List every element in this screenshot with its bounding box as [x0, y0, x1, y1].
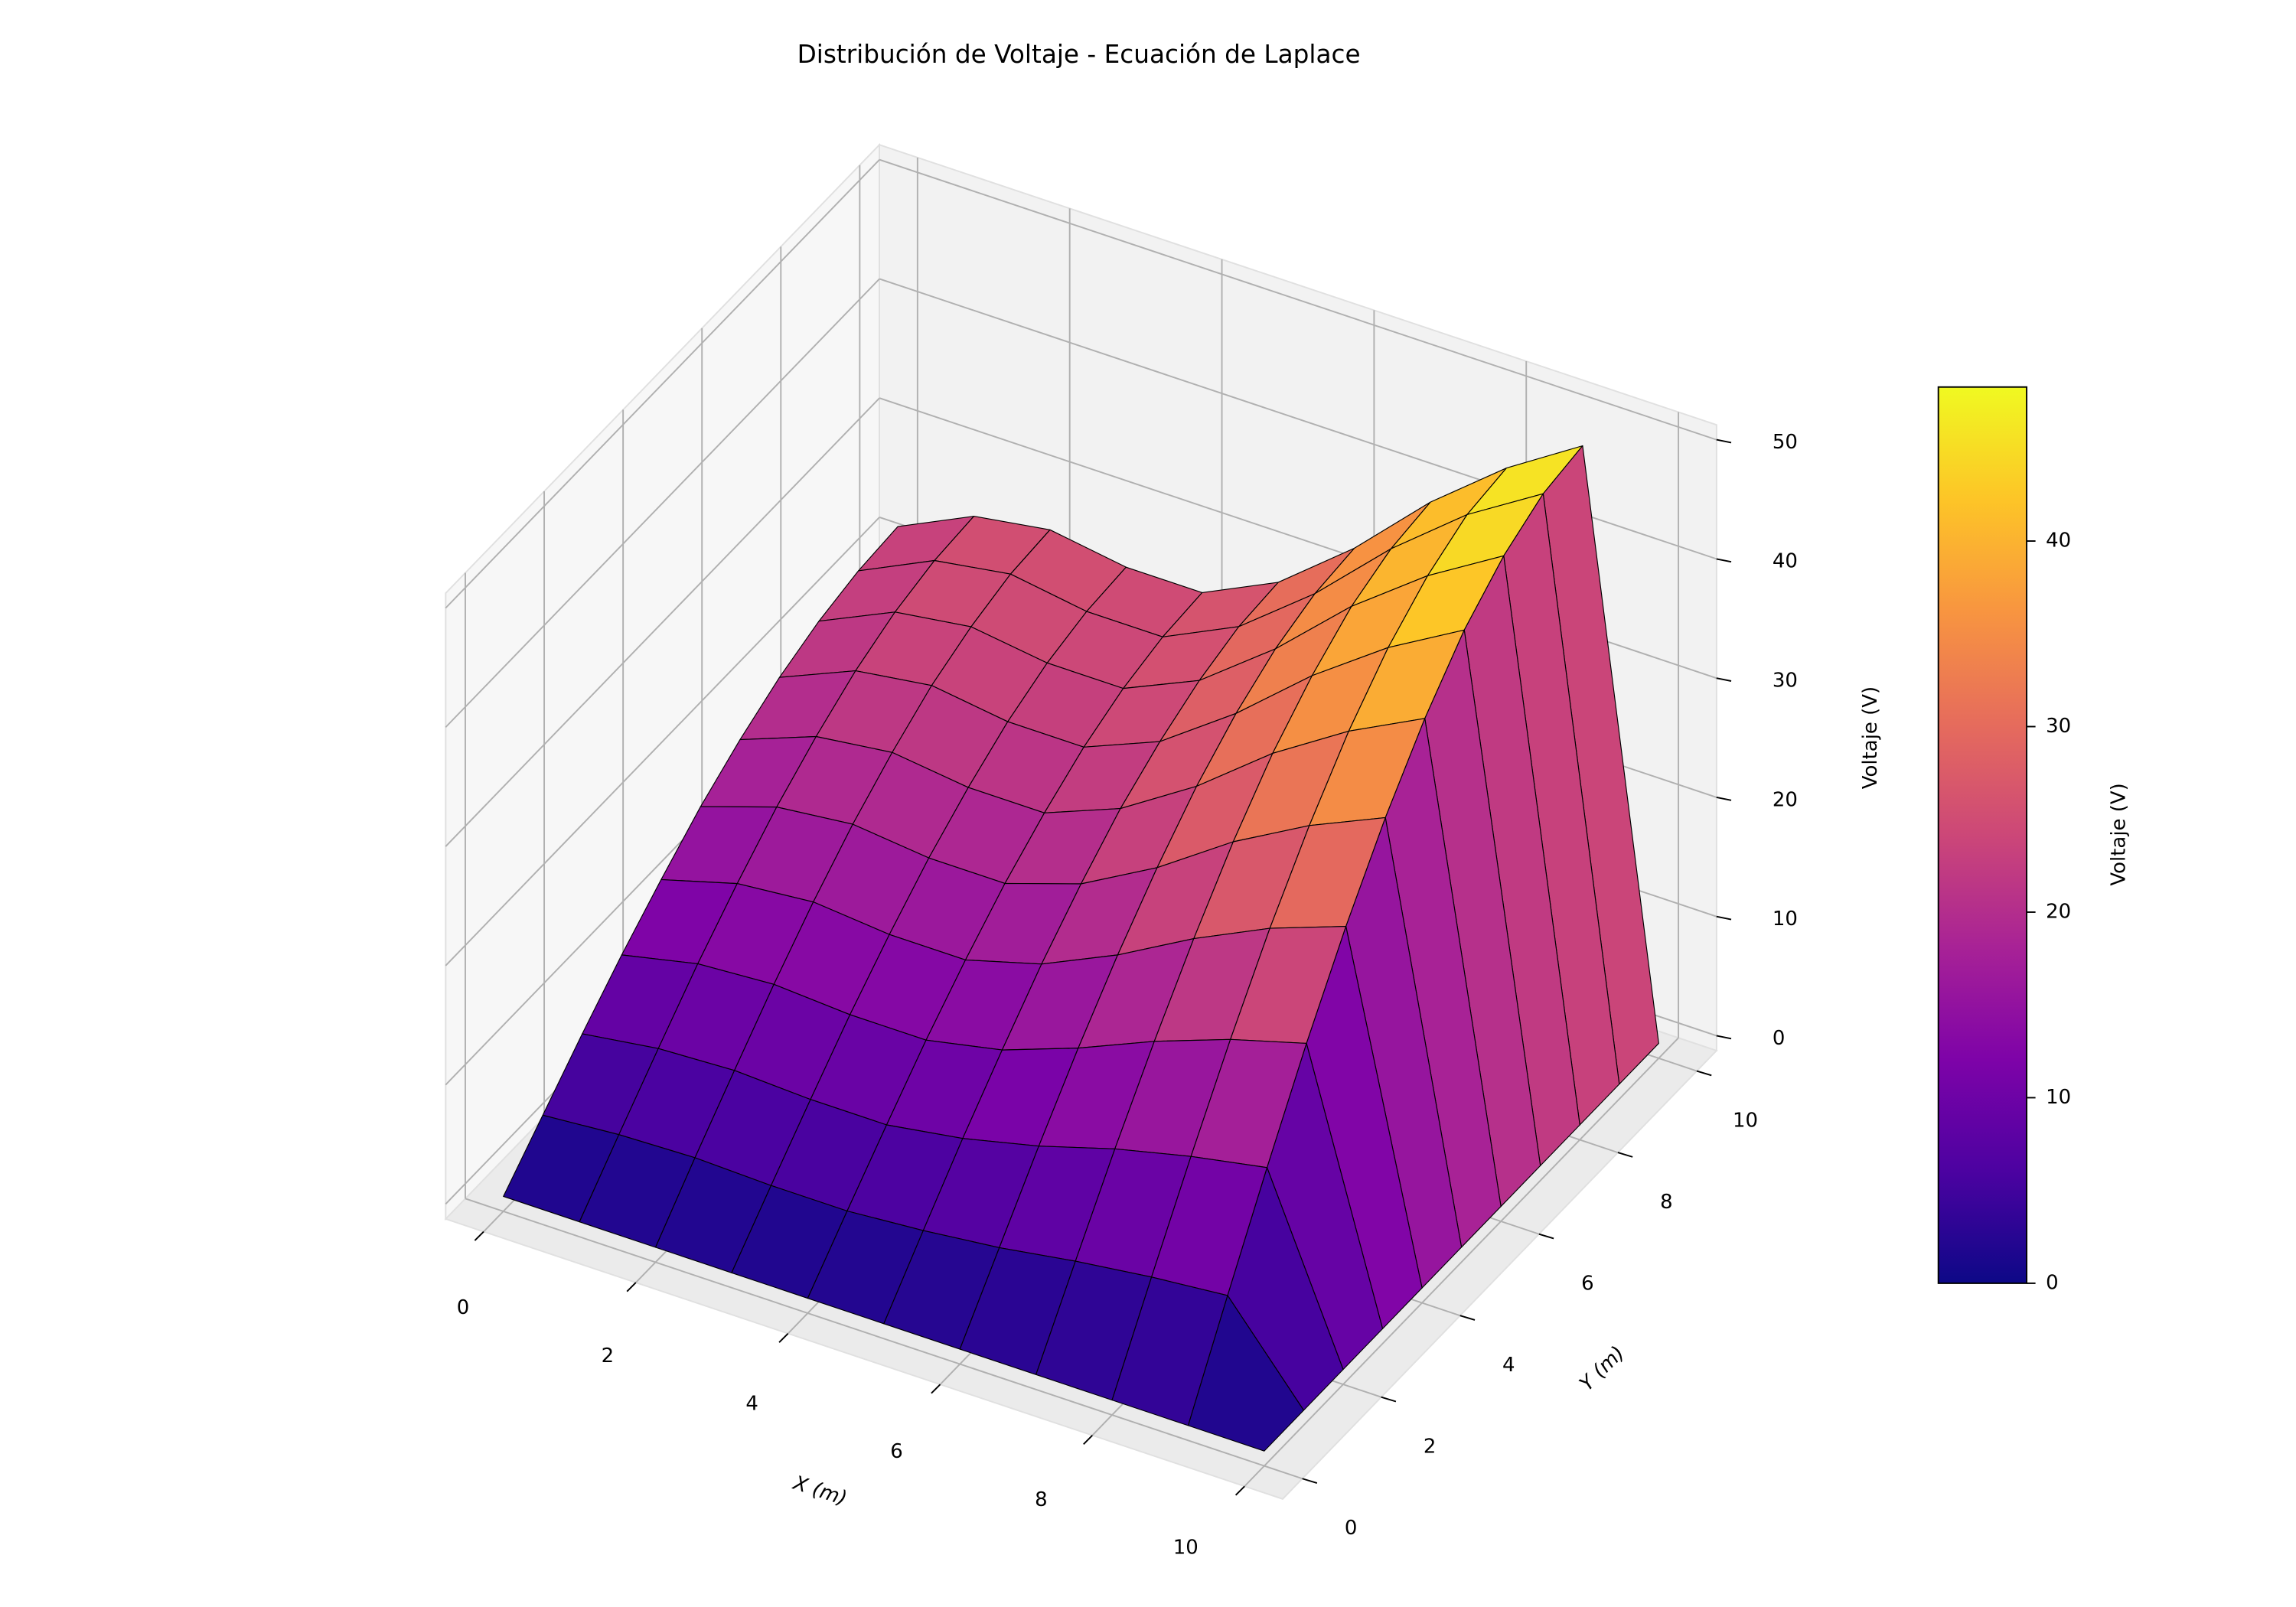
- x-tick: [1083, 1435, 1093, 1445]
- y-tick: [1696, 1070, 1712, 1077]
- x-tick: [931, 1384, 941, 1394]
- y-tick-label: 6: [1581, 1273, 1594, 1296]
- z-tick: [1716, 558, 1732, 563]
- z-tick-label: 40: [1773, 550, 1798, 573]
- x-tick: [626, 1282, 637, 1292]
- x-tick: [778, 1332, 789, 1343]
- x-tick-label: 6: [890, 1440, 903, 1463]
- z-tick: [1716, 677, 1732, 682]
- colorbar-tick-label: 0: [2046, 1271, 2059, 1294]
- x-tick-label: 10: [1173, 1537, 1199, 1560]
- y-axis-label: Y (m): [1575, 1341, 1629, 1395]
- z-tick: [1716, 796, 1732, 801]
- chart-title: Distribución de Voltaje - Ecuación de La…: [797, 40, 1361, 69]
- colorbar-label: Voltaje (V): [2108, 783, 2131, 885]
- y-tick-label: 8: [1660, 1191, 1673, 1214]
- z-tick: [1716, 438, 1732, 444]
- grid-line: [1244, 1037, 1679, 1487]
- colorbar-axis: 0 10 20 30 40: [2027, 530, 2071, 1294]
- y-tick: [1302, 1478, 1318, 1484]
- x-tick-label: 2: [602, 1345, 615, 1367]
- z-tick-label: 30: [1773, 670, 1798, 693]
- y-tick-label: 0: [1345, 1517, 1358, 1540]
- grid-line: [465, 1198, 1303, 1480]
- grid-line: [445, 278, 880, 729]
- x-tick: [474, 1231, 484, 1241]
- z-tick-label: 50: [1773, 431, 1798, 454]
- colorbar-tick-label: 20: [2046, 900, 2071, 923]
- x-tick-label: 4: [745, 1392, 758, 1415]
- colorbar-tick-label: 40: [2046, 530, 2071, 553]
- grid-line: [879, 158, 1717, 441]
- y-tick: [1381, 1396, 1397, 1403]
- colorbar-tick-label: 30: [2046, 715, 2071, 738]
- y-tick-label: 2: [1424, 1436, 1437, 1459]
- y-tick-label: 4: [1502, 1354, 1515, 1377]
- z-tick-label: 10: [1773, 908, 1798, 931]
- y-tick: [1538, 1233, 1554, 1240]
- grid-line: [445, 517, 880, 966]
- grid-line: [445, 158, 880, 609]
- y-tick: [1617, 1152, 1633, 1158]
- z-tick: [1716, 1035, 1732, 1040]
- z-tick-label: 0: [1773, 1027, 1786, 1050]
- y-tick: [1459, 1315, 1476, 1321]
- x-tick-label: 8: [1035, 1488, 1048, 1511]
- grid-line: [445, 397, 880, 847]
- x-tick-label: 0: [457, 1296, 470, 1319]
- z-tick: [1716, 915, 1732, 921]
- colorbar: [1937, 386, 2028, 1284]
- x-axis-label: X (m): [789, 1472, 850, 1511]
- z-tick-label: 20: [1773, 788, 1798, 811]
- z-axis-label: Voltaje (V): [1859, 686, 1882, 789]
- axes-3d: 0 2 4 6 8 10 0 2 4 6 8 10 0 10 20 30 40 50 X (m) Y (m) Volta…: [444, 142, 1882, 1560]
- colorbar-tick-label: 10: [2046, 1086, 2071, 1109]
- surface-cell: [1187, 1295, 1305, 1452]
- y-tick-label: 10: [1733, 1109, 1758, 1132]
- x-tick: [1234, 1485, 1245, 1496]
